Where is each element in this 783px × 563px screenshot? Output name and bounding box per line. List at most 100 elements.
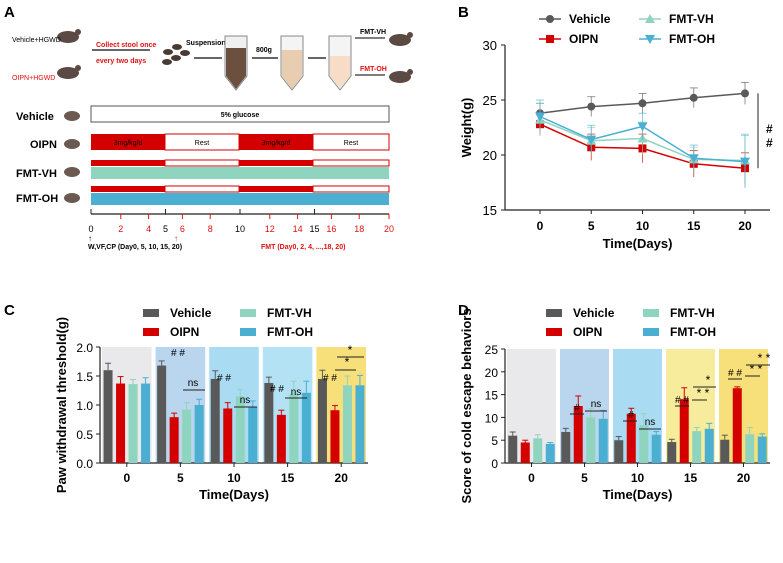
legend-swatch [643,309,659,317]
timeline-tick-label: 0 [88,224,93,234]
mouse-icon [64,139,80,149]
y-tick-label: 25 [483,93,497,108]
y-tick-label: 25 [485,343,499,357]
row-label-fmt-oh: FMT-OH [16,193,58,205]
fmt-oh-schedule [91,185,390,205]
tube-icon [328,35,352,91]
legend-label: FMT-VH [670,306,715,320]
fmt-vh-schedule [91,159,390,179]
x-axis-title: Time(Days) [603,487,673,502]
y-tick-label: 1.5 [76,370,93,384]
sig-mark: ns [240,395,251,406]
bar [169,417,179,463]
data-point [637,122,648,132]
timeline-tick-label-red: 18 [354,224,364,234]
mouse-icon [389,69,413,83]
x-tick-label: 5 [177,471,184,485]
x-tick-label: 20 [737,471,751,485]
timeline-tick-label: 5 [163,224,168,234]
bar [651,434,661,463]
sig-mark: * [706,373,711,387]
bar [276,414,286,463]
legend-marker [645,14,655,23]
x-axis-title: Time(Days) [603,236,673,251]
legend-label: FMT-OH [267,325,313,339]
bar [210,378,220,463]
legend-marker [645,35,655,44]
legend-label: FMT-VH [669,12,714,26]
panel-b-label: B [458,4,469,21]
note-left: W,VF,CP (Day0, 5, 10, 15, 20) [88,244,182,251]
bar [317,378,327,463]
bar [301,392,311,463]
bar [128,384,138,463]
data-point [587,102,596,111]
note-right: FMT (Day0, 2, 4, ...,18, 20) [261,244,345,251]
tube-icon [224,35,248,91]
legend-label: FMT-VH [267,306,312,320]
legend-label: FMT-OH [669,32,715,46]
fmt-vh-label-top: FMT-VH [360,29,386,36]
sig-mark: * [345,355,350,369]
legend-swatch [546,328,562,336]
sig-mark: ns [291,387,302,398]
mouse-icon [389,32,413,46]
data-point [586,135,597,145]
x-tick-label: 0 [537,219,544,233]
panel-d: D 0 5 10 15 20 25 0 5 10 15 20 Time(Days) Score of c… [458,302,771,504]
y-tick-label: 20 [483,148,497,163]
dose-label-2: 3mg/kg/d [262,140,291,147]
bar [573,406,583,463]
bar [264,382,274,463]
sig-mark: # # [171,348,185,359]
legend-swatch [643,328,659,336]
legend-label: FMT-OH [670,325,716,339]
sig-mark: ns [645,417,656,428]
stool-icon [162,44,190,65]
bar [141,383,151,463]
bar [116,383,126,463]
panel-c-label: C [4,302,15,319]
bar [667,442,677,463]
bar [545,443,555,463]
x-tick-label: 10 [631,471,645,485]
fmt-oh-label-top: FMT-OH [360,66,387,73]
legend-swatch [546,309,562,317]
sig-mark: # [766,136,773,150]
y-tick-label: 5 [491,434,498,448]
y-tick-label: 1.0 [76,399,93,413]
y-axis-title: Paw withdrawal threshold(g) [54,317,69,493]
sig-mark: ns [188,378,199,389]
timeline-tick-label-red: 20 [384,224,394,234]
bar [692,431,702,463]
y-tick-label: 2.0 [76,341,93,355]
data-point [689,93,698,102]
timeline-tick-label: 15 [309,224,319,234]
legend-label: OIPN [569,32,598,46]
sig-mark: # # [728,368,742,379]
x-tick-label: 0 [528,471,535,485]
bar [342,385,352,463]
data-point [740,157,750,167]
oipn-dose-bar-1 [91,134,165,150]
timeline-tick-label-red: 6 [180,224,185,234]
sig-mark: # [766,122,773,136]
legend-label: Vehicle [170,306,212,320]
data-point [535,112,545,122]
sig-mark: * * [758,351,771,365]
y-tick-label: 0 [491,457,498,471]
fmt-oh-bar [91,193,389,205]
legend-marker [546,35,554,43]
x-tick-label: 20 [738,219,752,233]
bar [626,413,636,463]
legend-label: Vehicle [573,306,615,320]
y-tick-label: 15 [483,203,497,218]
legend-label: OIPN [573,325,602,339]
legend-swatch [240,309,256,317]
y-tick-label: 30 [483,38,497,53]
bar [757,436,767,463]
mouse-icon [64,167,80,177]
group-oipn-hgwd: OIPN+HGWD [12,75,55,82]
y-axis-title: Score of cold escape behaviors [459,308,474,503]
